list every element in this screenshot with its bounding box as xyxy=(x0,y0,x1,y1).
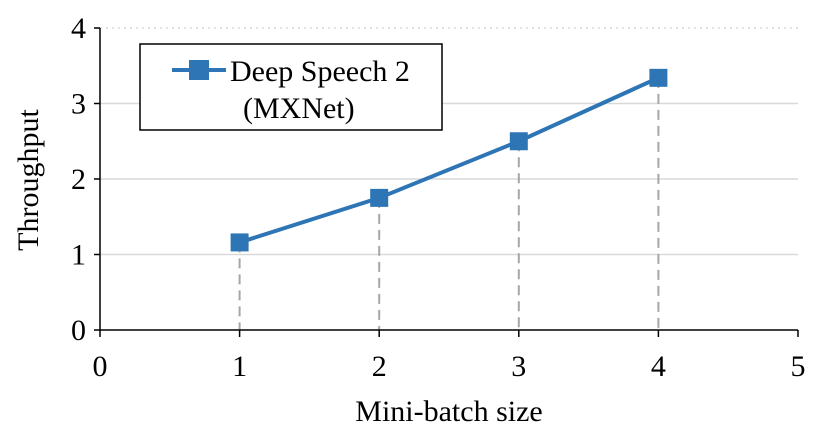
legend-box xyxy=(139,43,443,131)
legend-label-line2: (MXNet) xyxy=(243,92,355,125)
y-tick-label-3: 3 xyxy=(71,88,86,121)
legend: Deep Speech 2 (MXNet) xyxy=(139,43,443,131)
legend-label-line1: Deep Speech 2 xyxy=(230,55,410,88)
drop-lines xyxy=(238,77,660,330)
data-point-x2 xyxy=(370,188,389,207)
y-tick-label-0: 0 xyxy=(71,314,86,347)
y-tick-label-2: 2 xyxy=(71,163,86,196)
data-point-x4 xyxy=(649,68,668,87)
series-line-0 xyxy=(238,76,660,245)
series-layer xyxy=(230,68,668,252)
data-point-x1 xyxy=(230,233,249,252)
y-axis-title: Throughput xyxy=(12,109,45,251)
x-tick-label-1: 1 xyxy=(232,350,247,383)
x-tick-label-2: 2 xyxy=(372,350,387,383)
x-axis-title: Mini-batch size xyxy=(355,395,542,428)
tick-labels: 0 1 2 3 4 0 1 2 3 4 5 xyxy=(71,12,806,383)
x-tick-label-0: 0 xyxy=(93,350,108,383)
y-tick-label-1: 1 xyxy=(71,239,86,272)
y-tick-label-4: 4 xyxy=(71,12,86,45)
x-tick-label-4: 4 xyxy=(651,350,666,383)
x-tick-label-3: 3 xyxy=(511,350,526,383)
axes xyxy=(94,27,799,337)
legend-marker xyxy=(189,60,209,80)
data-point-x3 xyxy=(509,132,528,151)
x-tick-label-5: 5 xyxy=(791,350,806,383)
